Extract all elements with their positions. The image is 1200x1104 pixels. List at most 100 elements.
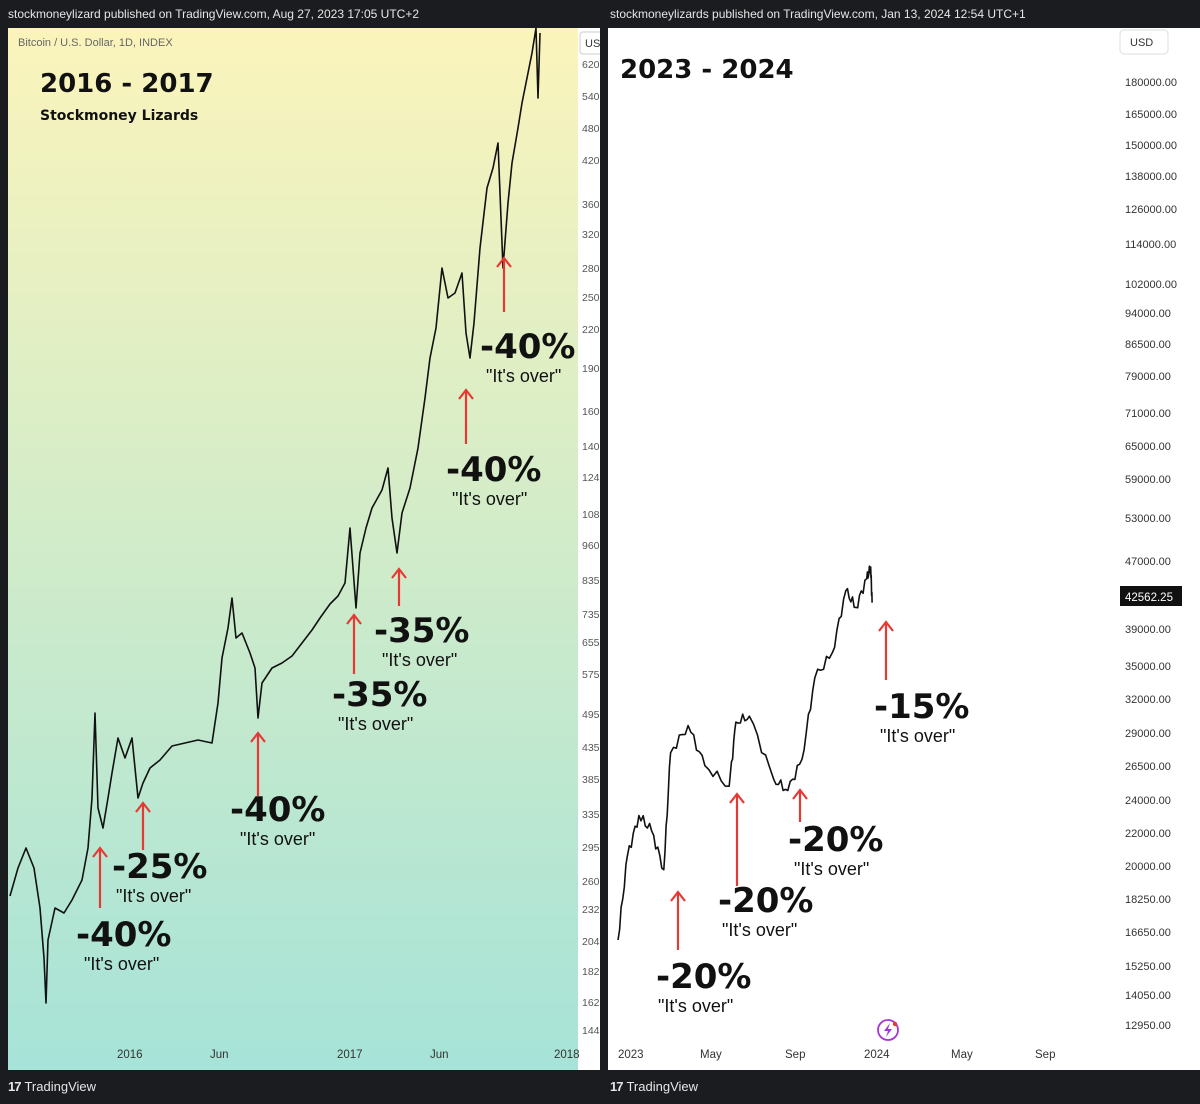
- last-price-value: 42562.25: [1125, 592, 1173, 604]
- time-tick-label: May: [951, 1049, 973, 1061]
- price-tick-label: 250: [582, 292, 600, 304]
- tradingview-logo-icon: 17: [610, 1079, 624, 1094]
- price-tick-label: 320: [582, 229, 600, 241]
- arrow-head: [670, 890, 686, 902]
- price-tick-label: 960: [582, 540, 600, 552]
- drawdown-percent: -40%: [480, 327, 576, 367]
- price-tick-label: 480: [582, 123, 600, 135]
- arrow-head: [92, 846, 108, 858]
- drawdown-caption: "It's over": [658, 996, 733, 1016]
- drawdown-annotation: -40%"It's over": [446, 388, 542, 509]
- footer-label: TradingView: [626, 1079, 699, 1094]
- price-tick-label: 59000.00: [1125, 474, 1171, 486]
- price-tick-label: 138000.00: [1125, 171, 1177, 183]
- price-line: [9, 28, 541, 1004]
- drawdown-percent: -40%: [230, 790, 326, 830]
- last-price-tag: 42562.25: [1120, 586, 1182, 606]
- price-tick-label: 495: [582, 709, 600, 721]
- right-chart-panel: stockmoneylizards published on TradingVi…: [602, 0, 1200, 1104]
- drawdown-percent: -35%: [374, 611, 470, 651]
- drawdown-caption: "It's over": [84, 954, 159, 974]
- arrow-head: [878, 620, 894, 632]
- price-tick-label: 360: [582, 199, 600, 211]
- price-tick-label: 29000.00: [1125, 728, 1171, 740]
- price-tick-label: 14050.00: [1125, 990, 1171, 1002]
- drawdown-percent: -40%: [446, 450, 542, 490]
- price-tick-label: 15250.00: [1125, 961, 1171, 973]
- drawdown-annotation: -40%"It's over": [480, 256, 576, 386]
- price-tick-label: 12950.00: [1125, 1020, 1171, 1032]
- drawdown-annotation: -20%"It's over": [718, 792, 814, 940]
- price-tick-label: 232: [582, 904, 600, 916]
- currency-button-label: USD: [1130, 37, 1153, 49]
- price-tick-label: 182: [582, 966, 600, 978]
- drawdown-annotation: -15%"It's over": [874, 620, 970, 746]
- drawdown-annotation: -35%"It's over": [332, 613, 428, 734]
- price-tick-label: 94000.00: [1125, 308, 1171, 320]
- time-tick-label: Sep: [1035, 1049, 1055, 1061]
- price-tick-label: 86500.00: [1125, 339, 1171, 351]
- price-tick-label: 22000.00: [1125, 828, 1171, 840]
- time-tick-label: 2024: [864, 1049, 890, 1061]
- right-chart: 180000.00 165000.00 150000.00 138000.00 1260…: [608, 28, 1200, 1070]
- currency-button[interactable]: USD: [579, 31, 600, 55]
- currency-button-label: USD: [585, 38, 600, 50]
- price-tick-label: 385: [582, 774, 600, 786]
- price-tick-label: 190: [582, 363, 600, 375]
- price-tick-label: 102000.00: [1125, 279, 1177, 291]
- price-tick-label: 150000.00: [1125, 140, 1177, 152]
- arrow-head: [250, 731, 266, 743]
- price-tick-label: 108: [582, 509, 600, 521]
- left-chart-panel: stockmoneylizard published on TradingVie…: [8, 7, 600, 1094]
- arrow-head: [135, 801, 151, 813]
- price-tick-label: 575: [582, 669, 600, 681]
- symbol-label: Bitcoin / U.S. Dollar, 1D, INDEX: [18, 37, 173, 49]
- time-tick-label: 2018: [554, 1049, 580, 1061]
- price-tick-label: 162: [582, 997, 600, 1009]
- chart-background: [608, 28, 1200, 1070]
- price-tick-label: 24000.00: [1125, 795, 1171, 807]
- time-tick-label: Jun: [430, 1049, 449, 1061]
- time-tick-label: Jun: [210, 1049, 229, 1061]
- drawdown-percent: -15%: [874, 687, 970, 727]
- price-tick-label: 420: [582, 155, 600, 167]
- drawdown-annotation: -25%"It's over": [112, 801, 208, 906]
- publish-info: stockmoneylizard published on TradingVie…: [8, 7, 420, 21]
- price-tick-label: 79000.00: [1125, 371, 1171, 383]
- time-tick-label: 2017: [337, 1049, 363, 1061]
- price-tick-label: 39000.00: [1125, 624, 1171, 636]
- price-tick-label: 144: [582, 1025, 600, 1037]
- chart-title: 2016 - 2017: [40, 69, 214, 99]
- publish-info: stockmoneylizards published on TradingVi…: [610, 7, 1026, 21]
- price-tick-label: 71000.00: [1125, 408, 1171, 420]
- left-chart: 620 540 480 420 360 320 280 250 220 190 160 140 124 1…: [8, 28, 600, 1070]
- price-tick-label: 65000.00: [1125, 441, 1171, 453]
- price-tick-label: 180000.00: [1125, 77, 1177, 89]
- drawdown-percent: -20%: [788, 820, 884, 860]
- arrow-head: [496, 256, 512, 268]
- price-tick-label: 435: [582, 742, 600, 754]
- drawdown-caption: "It's over": [338, 714, 413, 734]
- price-line: [617, 565, 873, 941]
- drawdown-caption: "It's over": [880, 726, 955, 746]
- drawdown-annotation: -40%"It's over": [230, 731, 326, 849]
- time-tick-label: 2016: [117, 1049, 143, 1061]
- price-tick-label: 160: [582, 406, 600, 418]
- price-tick-label: 35000.00: [1125, 661, 1171, 673]
- price-tick-label: 18250.00: [1125, 894, 1171, 906]
- drawdown-caption: "It's over": [722, 920, 797, 940]
- tradingview-logo-icon: 17: [8, 1079, 22, 1094]
- drawdown-caption: "It's over": [794, 859, 869, 879]
- price-tick-label: 126000.00: [1125, 204, 1177, 216]
- arrow-head: [792, 788, 808, 800]
- currency-button[interactable]: USD: [1119, 29, 1169, 55]
- drawdown-annotation: -20%"It's over": [656, 890, 752, 1016]
- price-tick-label: 47000.00: [1125, 556, 1171, 568]
- price-tick-label: 220: [582, 324, 600, 336]
- price-tick-label: 165000.00: [1125, 109, 1177, 121]
- price-tick-label: 53000.00: [1125, 513, 1171, 525]
- lightning-icon[interactable]: [877, 1019, 899, 1041]
- price-tick-label: 335: [582, 809, 600, 821]
- drawdown-caption: "It's over": [452, 489, 527, 509]
- price-tick-label: 835: [582, 575, 600, 587]
